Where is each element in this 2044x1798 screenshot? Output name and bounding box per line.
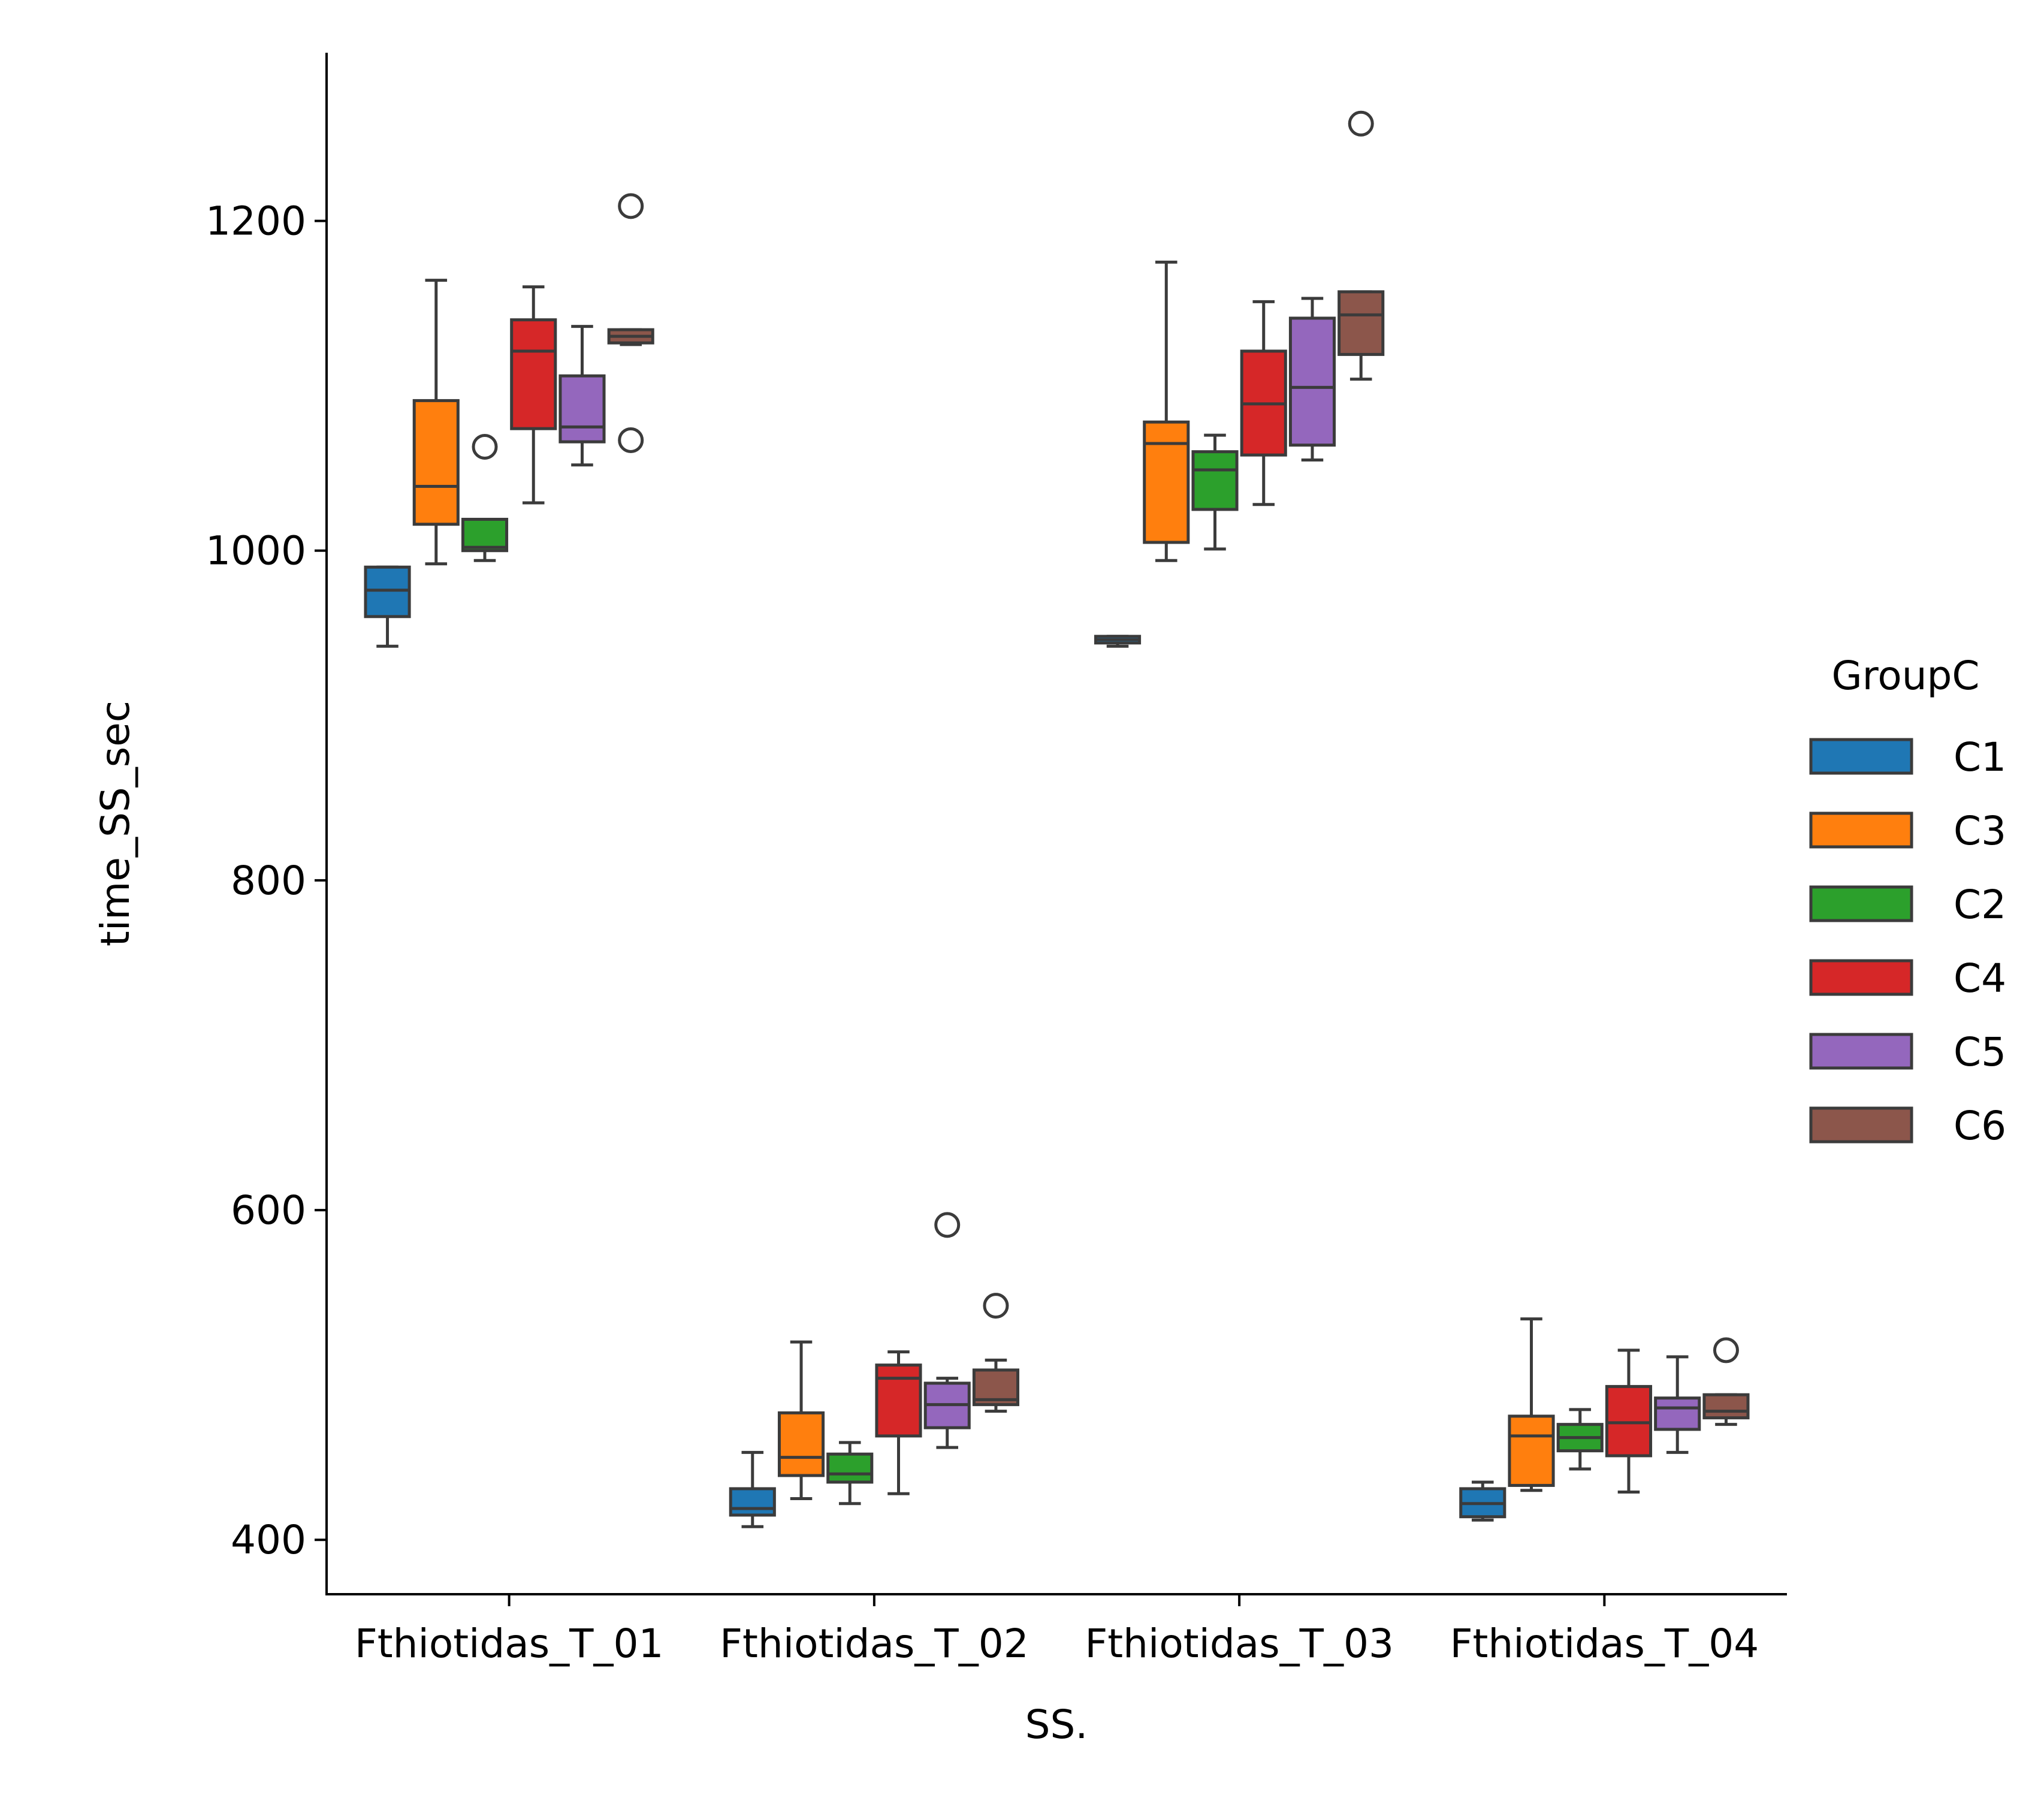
x-ticks: Fthiotidas_T_01 Fthiotidas_T_02 Fthiotidas… (355, 1594, 1759, 1667)
box-iqr (1508, 1414, 1555, 1487)
y-tick-label: 600 (231, 1187, 306, 1233)
legend-label: C3 (1954, 808, 2006, 854)
box-C1-1 (364, 565, 411, 648)
legend-swatch (1809, 1106, 1913, 1144)
box-C5-3 (1288, 297, 1336, 461)
outlier-point (618, 193, 644, 219)
box-iqr (510, 318, 557, 430)
box-iqr (875, 1363, 922, 1438)
legend-label: C6 (1954, 1103, 2006, 1149)
box-iqr (777, 1411, 825, 1477)
box-iqr (1191, 450, 1239, 511)
y-tick-label: 1200 (206, 198, 306, 245)
legend-item-C6: C6 (1809, 1103, 2006, 1149)
legend-swatch (1809, 738, 1913, 775)
box-C6-4 (1702, 1337, 1750, 1426)
legend-label: C5 (1954, 1029, 2006, 1075)
y-axis-title: time_SS_sec (92, 701, 138, 946)
legend-swatch (1809, 811, 1913, 849)
box-C1-2 (729, 1450, 776, 1528)
box-C5-1 (558, 325, 606, 467)
box-C3-4 (1508, 1317, 1555, 1492)
legend-item-C2: C2 (1809, 882, 2006, 928)
box-iqr (729, 1487, 776, 1517)
y-tick-label: 1000 (206, 528, 306, 574)
box-C3-3 (1143, 260, 1190, 562)
legend-label: C4 (1954, 955, 2006, 1001)
outlier-point (1713, 1337, 1739, 1363)
outlier-point (983, 1293, 1009, 1319)
legend-label: C2 (1954, 882, 2006, 928)
box-iqr (364, 565, 411, 619)
box-iqr (1654, 1396, 1701, 1431)
box-C3-1 (412, 279, 460, 566)
box-C4-4 (1605, 1349, 1653, 1494)
box-C6-1 (607, 193, 654, 453)
box-iqr (461, 517, 509, 553)
box-C6-2 (972, 1293, 1020, 1413)
legend-items: C1 C3 C2 C4 C5 C6 (1809, 734, 2006, 1149)
legend-item-C4: C4 (1809, 955, 2006, 1001)
outlier-point (1348, 110, 1374, 137)
series-C1 (364, 565, 1506, 1528)
series-C3 (412, 260, 1555, 1500)
series-C6 (607, 110, 1750, 1426)
box-C2-2 (826, 1441, 874, 1506)
box-C4-1 (510, 285, 557, 505)
box-C3-2 (777, 1340, 825, 1500)
box-iqr (1143, 420, 1190, 544)
legend-item-C5: C5 (1809, 1029, 2006, 1075)
outlier-point (472, 433, 498, 460)
series-C2 (461, 433, 1604, 1506)
box-iqr (1702, 1393, 1750, 1420)
legend-swatch (1809, 885, 1913, 922)
box-iqr (1288, 316, 1336, 447)
y-ticks: 400 600 800 1000 1200 (206, 198, 327, 1563)
box-C1-3 (1094, 635, 1142, 648)
box-iqr (826, 1452, 874, 1484)
box-iqr (1605, 1384, 1653, 1458)
legend-item-C3: C3 (1809, 808, 2006, 854)
box-C6-3 (1337, 110, 1385, 381)
box-C2-3 (1191, 433, 1239, 551)
legend-label: C1 (1954, 734, 2006, 780)
box-iqr (1337, 290, 1385, 356)
legend-title: GroupC (1831, 653, 1979, 699)
box-C1-4 (1459, 1480, 1506, 1522)
box-iqr (412, 399, 460, 526)
series-C5 (558, 297, 1701, 1454)
legend-swatch (1809, 959, 1913, 996)
x-tick-label: Fthiotidas_T_01 (355, 1621, 664, 1667)
box-C2-1 (461, 433, 509, 562)
series-C4 (510, 285, 1653, 1495)
box-C4-2 (875, 1350, 922, 1495)
x-axis-title: SS. (1025, 1702, 1088, 1748)
x-tick-label: Fthiotidas_T_02 (720, 1621, 1029, 1667)
outlier-point (934, 1212, 961, 1238)
x-tick-label: Fthiotidas_T_03 (1085, 1621, 1394, 1667)
box-C4-3 (1240, 300, 1287, 506)
legend-item-C1: C1 (1809, 734, 2006, 780)
legend: GroupC C1 C3 C2 C4 C5 C6 (1809, 653, 2006, 1149)
legend-swatch (1809, 1033, 1913, 1070)
plot-area (364, 110, 1750, 1528)
x-tick-label: Fthiotidas_T_04 (1450, 1621, 1759, 1667)
box-C5-2 (923, 1212, 971, 1449)
outlier-point (618, 427, 644, 453)
y-tick-label: 800 (231, 858, 306, 904)
box-iqr (558, 374, 606, 444)
box-C2-4 (1556, 1408, 1604, 1471)
box-C5-4 (1654, 1355, 1701, 1454)
y-tick-label: 400 (231, 1517, 306, 1563)
